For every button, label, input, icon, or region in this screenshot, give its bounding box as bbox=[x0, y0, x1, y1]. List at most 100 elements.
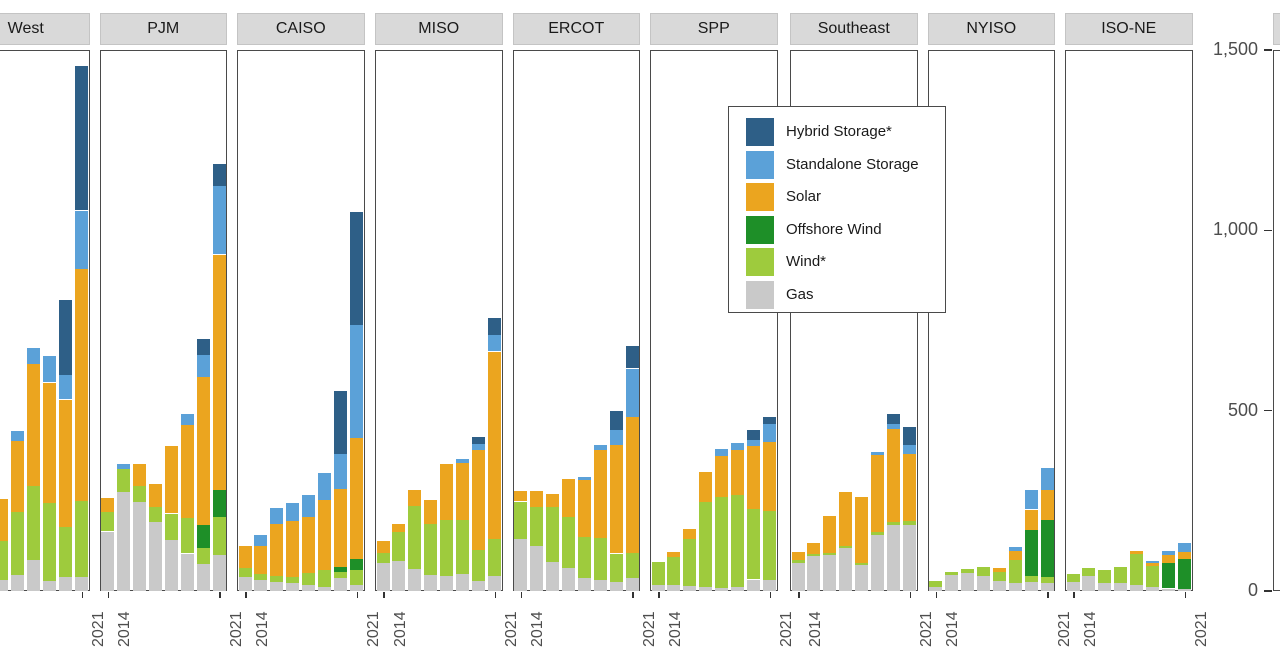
facet-strip-west: West bbox=[0, 13, 90, 45]
bar-ercot-2014-wind bbox=[514, 501, 527, 539]
bar-iso-ne-2021-standalone_storage bbox=[1178, 543, 1191, 552]
x-tick-pjm-2021 bbox=[219, 592, 221, 598]
x-tick-label-pjm-2021: 2021 bbox=[227, 611, 245, 647]
bar-ercot-2016-solar bbox=[545, 494, 559, 507]
bar-spp-2014-gas bbox=[651, 584, 665, 591]
bar-ercot-2017-wind bbox=[561, 517, 575, 569]
bar-miso-2017-wind bbox=[424, 523, 438, 576]
x-tick-label-caiso-2014: 2014 bbox=[253, 611, 271, 647]
bar-ercot-2021-hybrid_storage bbox=[625, 345, 639, 369]
bar-nyiso-2018-gas bbox=[992, 580, 1006, 591]
legend-label-wind: Wind* bbox=[786, 253, 827, 271]
facet-strip-caiso: CAISO bbox=[237, 13, 365, 45]
bar-nyiso-2018-wind bbox=[992, 571, 1006, 581]
bar-southeast-2016-wind bbox=[823, 553, 837, 556]
x-tick-caiso-2014 bbox=[245, 592, 247, 598]
bar-caiso-2019-solar bbox=[318, 499, 332, 571]
bar-pjm-2015-standalone_storage bbox=[116, 464, 130, 469]
bar-caiso-2020-wind bbox=[334, 571, 348, 579]
bar-caiso-2014-gas bbox=[238, 577, 252, 591]
bar-pjm-2017-wind bbox=[148, 507, 162, 523]
x-tick-nyiso-2021 bbox=[1047, 592, 1049, 598]
bar-ercot-2015-solar bbox=[529, 490, 543, 507]
bar-pjm-2020-offshore_wind bbox=[196, 525, 210, 548]
bar-spp-2018-gas bbox=[715, 587, 729, 591]
facet-strip-pjm: PJM bbox=[99, 13, 227, 45]
bar-ercot-2019-solar bbox=[593, 450, 607, 538]
bar-iso-ne-2019-wind bbox=[1146, 566, 1160, 587]
bar-southeast-2021-solar bbox=[903, 453, 916, 522]
bar-southeast-2018-wind bbox=[855, 562, 869, 566]
bar-caiso-2020-gas bbox=[334, 578, 348, 591]
bar-pjm-2016-wind bbox=[132, 485, 146, 502]
bar-caiso-2014-wind bbox=[238, 568, 252, 578]
x-tick-label-iso-ne-2014: 2014 bbox=[1081, 611, 1099, 647]
bar-miso-2019-wind bbox=[456, 519, 470, 575]
bar-iso-ne-2017-gas bbox=[1114, 583, 1128, 591]
bar-nyiso-2019-standalone_storage bbox=[1008, 546, 1022, 551]
bar-ercot-2019-wind bbox=[593, 537, 607, 581]
bar-spp-2018-solar bbox=[715, 455, 729, 497]
bar-west-2019-gas bbox=[43, 580, 57, 591]
legend-item-solar: Solar bbox=[729, 181, 945, 214]
bar-ercot-2016-wind bbox=[545, 507, 559, 562]
bar-nyiso-2019-wind bbox=[1008, 560, 1022, 583]
bar-iso-ne-2016-gas bbox=[1098, 582, 1112, 591]
bar-spp-2018-standalone_storage bbox=[715, 449, 729, 456]
bar-pjm-2019-gas bbox=[180, 553, 194, 591]
legend-swatch-standalone_storage bbox=[746, 150, 774, 179]
bar-ercot-2018-solar bbox=[577, 479, 591, 537]
bar-nyiso-2020-standalone_storage bbox=[1024, 489, 1038, 510]
bar-ercot-2020-wind bbox=[609, 553, 623, 582]
bar-miso-2019-standalone_storage bbox=[456, 459, 470, 464]
bar-iso-ne-2019-solar bbox=[1146, 562, 1160, 567]
bar-caiso-2016-wind bbox=[270, 575, 284, 582]
x-tick-pjm-2014 bbox=[107, 592, 109, 598]
bar-southeast-2020-gas bbox=[887, 525, 901, 591]
legend-label-standalone_storage: Standalone Storage bbox=[786, 155, 919, 173]
bar-pjm-2021-hybrid_storage bbox=[212, 164, 226, 186]
bar-miso-2021-solar bbox=[488, 351, 501, 539]
bar-west-2017-wind bbox=[11, 512, 25, 576]
bar-ercot-2019-gas bbox=[593, 580, 607, 591]
bar-caiso-2021-solar bbox=[350, 437, 363, 560]
bar-west-2020-solar bbox=[59, 399, 73, 528]
y-axis-label-1500: 1,500 bbox=[1212, 39, 1258, 59]
bar-pjm-2021-gas bbox=[212, 554, 226, 591]
facet-strip-label-pjm: PJM bbox=[147, 20, 180, 37]
bar-iso-ne-2021-solar bbox=[1178, 551, 1191, 560]
bar-southeast-2015-solar bbox=[807, 543, 821, 554]
facet-strip-ercot: ERCOT bbox=[512, 13, 640, 45]
bar-spp-2021-hybrid_storage bbox=[763, 417, 776, 425]
bar-southeast-2016-solar bbox=[823, 515, 837, 554]
bar-nyiso-2014-gas bbox=[929, 586, 942, 591]
bar-west-2016-wind bbox=[0, 540, 9, 580]
bar-caiso-2019-gas bbox=[318, 586, 332, 591]
bar-pjm-2015-wind bbox=[116, 469, 130, 493]
bar-ercot-2021-gas bbox=[625, 577, 639, 591]
bar-pjm-2016-solar bbox=[132, 464, 146, 486]
bar-miso-2020-standalone_storage bbox=[472, 443, 486, 450]
bar-nyiso-2019-gas bbox=[1008, 582, 1022, 591]
bar-iso-ne-2017-wind bbox=[1114, 566, 1128, 584]
bar-caiso-2014-solar bbox=[238, 546, 252, 569]
bar-pjm-2014-gas bbox=[101, 531, 114, 591]
bar-southeast-2020-wind bbox=[887, 522, 901, 526]
bar-miso-2014-gas bbox=[376, 562, 390, 591]
bar-west-2021-hybrid_storage bbox=[75, 66, 88, 211]
bar-nyiso-2019-solar bbox=[1008, 551, 1022, 560]
bar-spp-2020-wind bbox=[747, 508, 761, 580]
bar-caiso-2017-standalone_storage bbox=[286, 502, 300, 521]
y-axis-tick-1000 bbox=[1263, 229, 1272, 232]
legend-item-offshore_wind: Offshore Wind bbox=[729, 214, 945, 247]
bar-southeast-2017-gas bbox=[839, 548, 853, 591]
bar-pjm-2021-offshore_wind bbox=[212, 490, 226, 518]
facet-panel-cut-right bbox=[1272, 50, 1280, 591]
bar-southeast-2019-gas bbox=[871, 534, 885, 591]
facet-strip-iso-ne: ISO-NE bbox=[1065, 13, 1193, 45]
bar-pjm-2014-wind bbox=[101, 511, 114, 532]
bar-southeast-2016-gas bbox=[823, 555, 837, 591]
bar-west-2019-standalone_storage bbox=[43, 355, 57, 383]
bar-iso-ne-2015-wind bbox=[1082, 567, 1096, 577]
